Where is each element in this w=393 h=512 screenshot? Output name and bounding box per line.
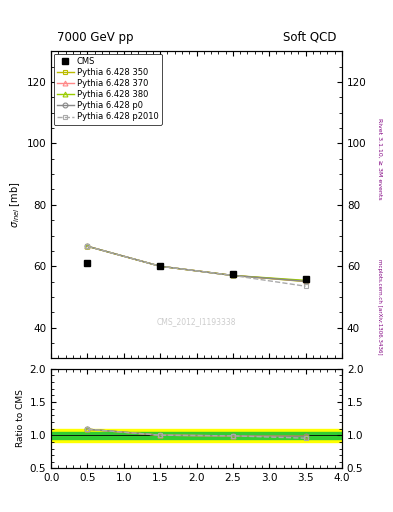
Text: 7000 GeV pp: 7000 GeV pp	[57, 31, 133, 44]
Text: CMS_2012_I1193338: CMS_2012_I1193338	[157, 317, 236, 326]
Text: mcplots.cern.ch [arXiv:1306.3436]: mcplots.cern.ch [arXiv:1306.3436]	[377, 260, 382, 355]
Y-axis label: Ratio to CMS: Ratio to CMS	[17, 390, 26, 447]
Bar	[51, 432, 342, 438]
Bar	[51, 429, 342, 442]
Text: Rivet 3.1.10, ≥ 3M events: Rivet 3.1.10, ≥ 3M events	[377, 118, 382, 200]
Legend: CMS, Pythia 6.428 350, Pythia 6.428 370, Pythia 6.428 380, Pythia 6.428 p0, Pyth: CMS, Pythia 6.428 350, Pythia 6.428 370,…	[53, 54, 162, 125]
Y-axis label: $\sigma_{inel}$ [mb]: $\sigma_{inel}$ [mb]	[9, 182, 22, 228]
Text: Soft QCD: Soft QCD	[283, 31, 336, 44]
